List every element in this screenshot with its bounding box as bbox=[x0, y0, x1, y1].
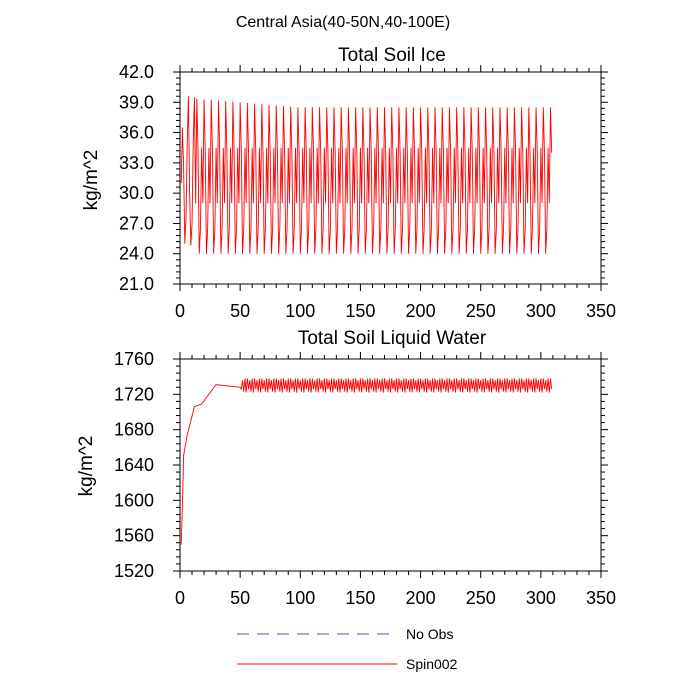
series-layer bbox=[180, 96, 553, 254]
x-tick-label: 100 bbox=[285, 301, 315, 321]
chart-title: Total Soil Ice bbox=[338, 45, 446, 66]
legend-entry-no-obs: No Obs bbox=[237, 626, 453, 642]
legend-entry-spin002: Spin002 bbox=[237, 656, 458, 672]
x-tick-label: 250 bbox=[466, 588, 496, 608]
x-tick-label: 150 bbox=[345, 301, 375, 321]
y-axis-label: kg/m^2 bbox=[81, 150, 102, 211]
x-tick-label: 50 bbox=[230, 588, 250, 608]
y-tick-label: 36.0 bbox=[119, 123, 154, 143]
y-tick-label: 30.0 bbox=[119, 183, 154, 203]
x-tick-label: 300 bbox=[526, 588, 556, 608]
axes: 0 50 100 150 200 250 300 350 1520 1560 1600 1640 168… bbox=[114, 349, 616, 608]
chart-title: Total Soil Liquid Water bbox=[298, 328, 487, 349]
y-tick-label: 27.0 bbox=[119, 213, 154, 233]
y-tick-label: 21.0 bbox=[119, 274, 154, 294]
x-tick-label: 200 bbox=[406, 588, 436, 608]
plot-frame bbox=[179, 71, 602, 285]
panel-soil-ice: Total Soil Ice kg/m^2 0 50 100 150 200 250 300… bbox=[81, 45, 616, 321]
x-tick-label: 100 bbox=[285, 588, 315, 608]
y-tick-label: 1720 bbox=[114, 384, 154, 404]
x-tick-label: 200 bbox=[406, 301, 436, 321]
legend: No Obs Spin002 bbox=[237, 626, 458, 672]
y-tick-label: 42.0 bbox=[119, 62, 154, 82]
x-tick-label: 0 bbox=[175, 588, 185, 608]
figure-title: Central Asia(40-50N,40-100E) bbox=[236, 14, 450, 31]
y-tick-label: 1560 bbox=[114, 526, 154, 546]
series-spin002-line bbox=[180, 378, 553, 545]
x-tick-label: 0 bbox=[175, 301, 185, 321]
y-tick-label: 1600 bbox=[114, 490, 154, 510]
y-tick-label: 24.0 bbox=[119, 244, 154, 264]
y-tick-label: 1760 bbox=[114, 349, 154, 369]
x-tick-label: 50 bbox=[230, 301, 250, 321]
series-spin002-line bbox=[180, 96, 553, 254]
y-tick-label: 1680 bbox=[114, 420, 154, 440]
y-tick-label: 39.0 bbox=[119, 92, 154, 112]
x-tick-label: 350 bbox=[586, 588, 616, 608]
panel-soil-liquid-water: Total Soil Liquid Water kg/m^2 0 50 100 150… bbox=[76, 328, 616, 608]
axes: 0 50 100 150 200 250 300 350 21.0 24.0 27.0 30.0 33.… bbox=[119, 62, 616, 321]
x-tick-label: 300 bbox=[526, 301, 556, 321]
legend-label: Spin002 bbox=[406, 656, 458, 672]
x-tick-label: 350 bbox=[586, 301, 616, 321]
y-tick-label: 33.0 bbox=[119, 153, 154, 173]
x-tick-label: 250 bbox=[466, 301, 496, 321]
x-tick-label: 150 bbox=[345, 588, 375, 608]
y-tick-label: 1520 bbox=[114, 561, 154, 581]
series-layer bbox=[180, 378, 553, 545]
y-axis-label: kg/m^2 bbox=[76, 436, 97, 497]
y-tick-label: 1640 bbox=[114, 455, 154, 475]
legend-label: No Obs bbox=[406, 626, 453, 642]
